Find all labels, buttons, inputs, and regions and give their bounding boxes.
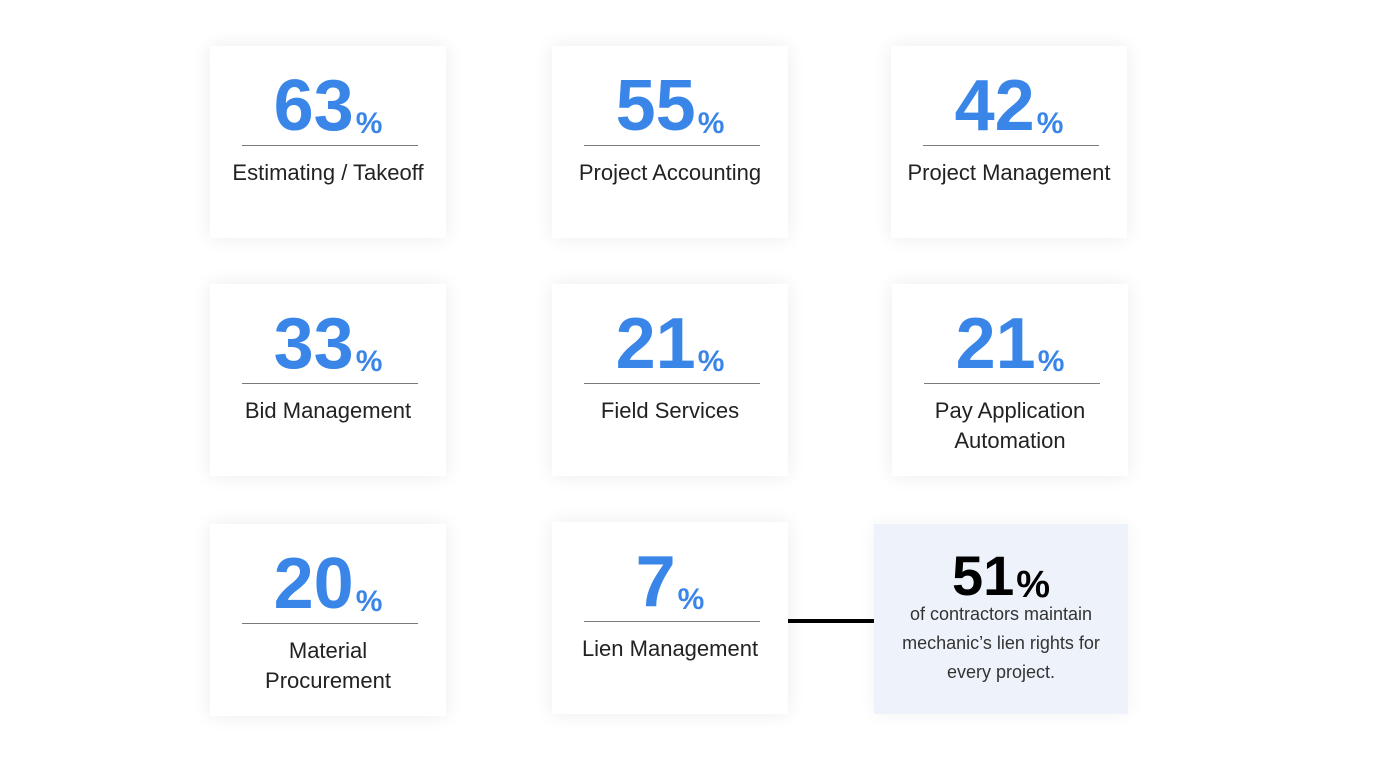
- stat-label: Lien Management: [581, 636, 759, 661]
- stat-card-project-accounting: 55 % Project Accounting: [552, 46, 788, 238]
- stat-label-line: Material: [288, 638, 368, 663]
- stat-card-project-management: 42 % Project Management: [891, 46, 1127, 238]
- divider: [242, 383, 418, 384]
- stat-value: 55 %: [552, 70, 788, 142]
- stat-value: 21 %: [552, 308, 788, 380]
- stat-value: 20 %: [210, 548, 446, 620]
- stat-value: 33 %: [210, 308, 446, 380]
- stat-number: 63: [273, 66, 354, 146]
- connector-line: [788, 619, 874, 623]
- stat-value: 42 %: [891, 70, 1127, 142]
- stat-card-bid-management: 33 % Bid Management: [210, 284, 446, 476]
- stat-percent: %: [697, 107, 725, 140]
- stat-percent: %: [355, 585, 383, 618]
- highlight-card-lien-rights: 51 % of contractors maintain mechanic’s …: [874, 524, 1128, 714]
- stat-label-line: Automation: [954, 428, 1066, 453]
- highlight-percent: %: [1016, 564, 1051, 606]
- highlight-number: 51: [951, 544, 1015, 607]
- stat-percent: %: [1036, 107, 1064, 140]
- stat-number: 20: [273, 544, 354, 624]
- stat-number: 33: [273, 304, 354, 384]
- divider: [242, 623, 418, 624]
- divider: [924, 383, 1100, 384]
- divider: [242, 145, 418, 146]
- stat-card-estimating: 63 % Estimating / Takeoff: [210, 46, 446, 238]
- highlight-line: every project.: [946, 662, 1056, 682]
- stat-number: 7: [635, 542, 676, 622]
- highlight-description: of contractors maintain mechanic’s lien …: [894, 600, 1108, 687]
- stat-value: 63 %: [210, 70, 446, 142]
- divider: [584, 621, 760, 622]
- stat-number: 42: [954, 66, 1035, 146]
- stat-percent: %: [355, 107, 383, 140]
- stat-number: 21: [615, 304, 696, 384]
- stat-value: 7 %: [552, 546, 788, 618]
- highlight-value: 51 %: [874, 542, 1128, 607]
- stat-percent: %: [1037, 345, 1065, 378]
- stat-label: Material Procurement: [218, 636, 438, 696]
- stat-percent: %: [355, 345, 383, 378]
- stat-label: Pay Application Automation: [900, 396, 1120, 456]
- highlight-line: of contractors maintain: [909, 604, 1093, 624]
- stat-card-lien-management: 7 % Lien Management: [552, 522, 788, 714]
- stat-card-material-procurement: 20 % Material Procurement: [210, 524, 446, 716]
- stat-value: 21 %: [892, 308, 1128, 380]
- stat-card-field-services: 21 % Field Services: [552, 284, 788, 476]
- stat-percent: %: [677, 583, 705, 616]
- divider: [923, 145, 1099, 146]
- stat-label: Field Services: [600, 398, 740, 423]
- stat-label-line: Procurement: [265, 668, 391, 693]
- stat-percent: %: [697, 345, 725, 378]
- stat-label-line: Pay Application: [934, 398, 1086, 423]
- divider: [584, 145, 760, 146]
- stat-label: Estimating / Takeoff: [232, 160, 424, 185]
- stat-number: 55: [615, 66, 696, 146]
- divider: [584, 383, 760, 384]
- stat-label: Bid Management: [244, 398, 412, 423]
- highlight-line: mechanic’s lien rights for: [902, 633, 1100, 653]
- stat-number: 21: [955, 304, 1036, 384]
- stat-label: Project Management: [907, 160, 1111, 185]
- stat-card-pay-application: 21 % Pay Application Automation: [892, 284, 1128, 476]
- stat-label: Project Accounting: [578, 160, 762, 185]
